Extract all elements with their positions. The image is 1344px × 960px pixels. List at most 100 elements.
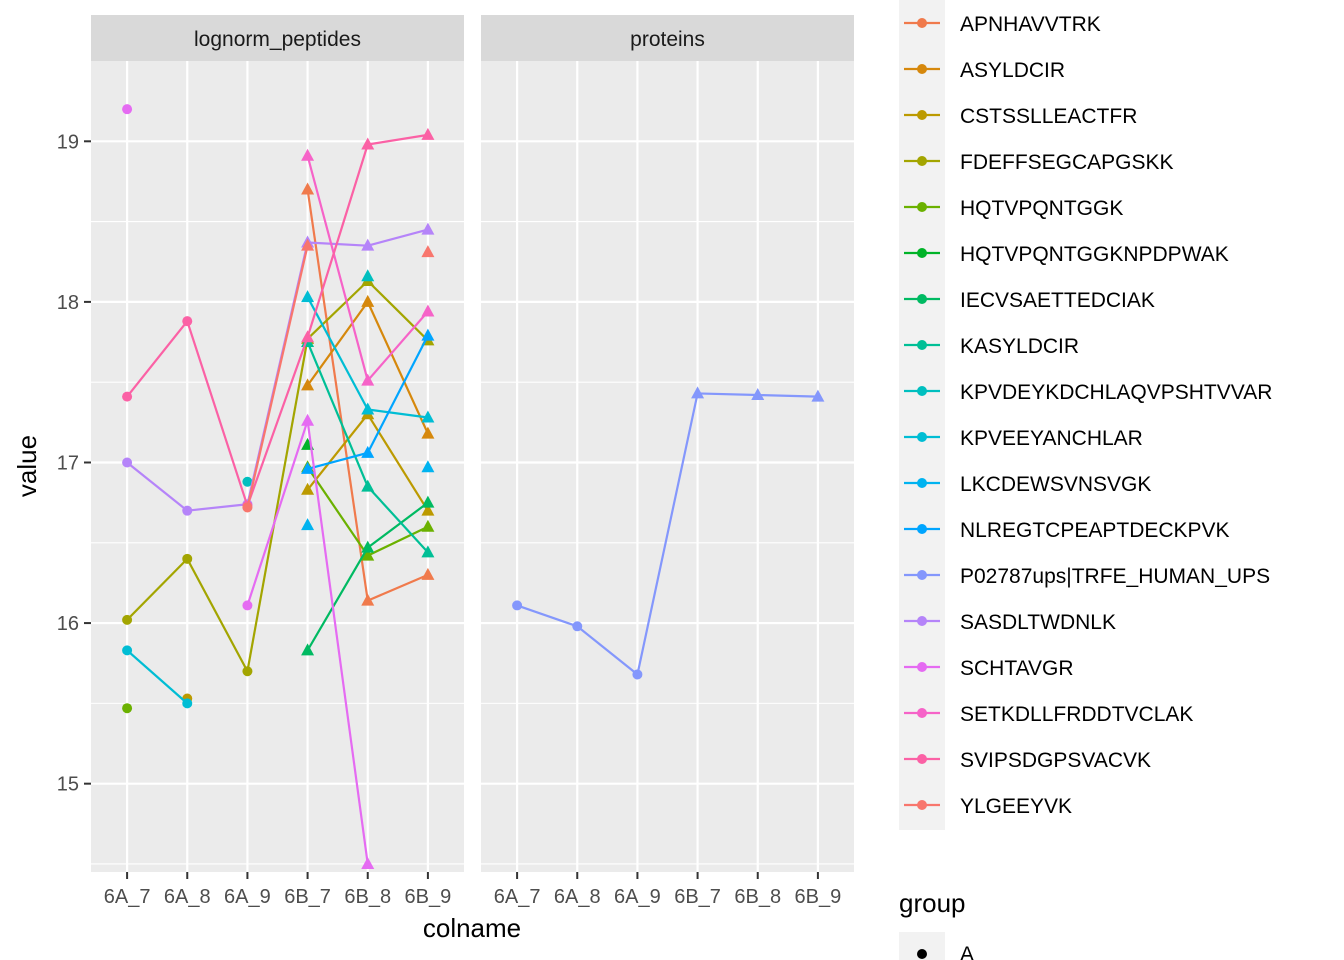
data-point-circle bbox=[242, 476, 253, 487]
data-point-triangle bbox=[361, 856, 375, 869]
y-tick-label: 16 bbox=[57, 613, 79, 635]
legend-key-point bbox=[917, 616, 927, 626]
data-point-triangle bbox=[361, 137, 375, 150]
series-line-segment bbox=[366, 301, 429, 435]
data-point-triangle bbox=[301, 238, 315, 251]
legend-label: LKCDEWSVNSVGK bbox=[960, 473, 1151, 496]
facet-strip bbox=[481, 15, 854, 61]
x-axis-title: colname bbox=[423, 913, 521, 943]
legend-key-point bbox=[917, 386, 927, 396]
x-tick-label: 6A_7 bbox=[104, 886, 151, 908]
series-line-segment bbox=[366, 310, 429, 382]
legend-key-point bbox=[917, 340, 927, 350]
series-line-segment bbox=[126, 461, 188, 512]
legend-key-point bbox=[917, 248, 927, 258]
facet-panel-proteins: proteins bbox=[481, 15, 854, 872]
data-point-triangle bbox=[421, 245, 435, 258]
data-point-circle bbox=[122, 645, 133, 656]
panels-layer: lognorm_peptides proteins bbox=[91, 15, 854, 872]
legend-item: NLREGTCPEAPTDECKPVK bbox=[904, 519, 1230, 542]
legend-item: HQTVPQNTGGK bbox=[904, 197, 1123, 220]
x-tick-label: 6A_9 bbox=[224, 886, 271, 908]
x-tick-label: 6B_8 bbox=[734, 886, 781, 908]
series-kpvdeykdchlaqvpshtvvar bbox=[242, 269, 375, 487]
series-kpveeyanchlar bbox=[122, 290, 435, 709]
legend-label: KPVDEYKDCHLAQVPSHTVVAR bbox=[960, 381, 1272, 404]
series-setkdllfrddtvclak bbox=[301, 148, 435, 386]
series-line-segment bbox=[367, 525, 429, 557]
legend-item: HQTVPQNTGGKNPDPWAK bbox=[904, 243, 1229, 266]
data-point-circle bbox=[182, 553, 193, 564]
series-p02787ups-trfe-human-ups bbox=[512, 386, 825, 680]
data-point-triangle bbox=[361, 593, 375, 606]
data-point-circle bbox=[182, 316, 193, 327]
x-tick-label: 6A_8 bbox=[164, 886, 211, 908]
data-point-circle bbox=[122, 703, 133, 714]
panel-background bbox=[481, 61, 854, 872]
data-point-triangle bbox=[421, 410, 435, 423]
series-line-segment bbox=[126, 649, 188, 705]
legend-label: CSTSSLLEACTFR bbox=[960, 105, 1137, 128]
legend-item: SASDLTWDNLK bbox=[904, 611, 1116, 634]
data-point-triangle bbox=[421, 222, 435, 235]
data-point-circle bbox=[242, 600, 253, 611]
series-line-segment bbox=[306, 301, 369, 387]
series-line-segment bbox=[366, 280, 429, 342]
facet-strip bbox=[91, 15, 464, 61]
legend-item: IECVSAETTEDCIAK bbox=[904, 289, 1155, 312]
series-nlregtcpeaptdeckpvk bbox=[301, 328, 435, 474]
data-point-circle bbox=[632, 669, 643, 680]
data-point-triangle bbox=[361, 445, 375, 458]
group-legend-title: group bbox=[899, 888, 966, 918]
data-point-triangle bbox=[421, 460, 435, 473]
series-line-segment bbox=[367, 228, 429, 247]
series-line-segment bbox=[306, 189, 369, 601]
data-point-circle bbox=[512, 600, 523, 611]
series-line-segment bbox=[367, 501, 429, 549]
legend-key-point bbox=[917, 110, 927, 120]
legend-item: FDEFFSEGCAPGSKK bbox=[904, 151, 1174, 174]
series-line-segment bbox=[246, 245, 309, 508]
legend-label: SCHTAVGR bbox=[960, 657, 1074, 680]
legend-item: KASYLDCIR bbox=[904, 335, 1079, 358]
series-line-segment bbox=[366, 485, 429, 554]
series-line-segment bbox=[246, 336, 309, 507]
series-line-segment bbox=[307, 451, 369, 470]
series-line-segment bbox=[367, 133, 429, 146]
legend-key-point bbox=[917, 18, 927, 28]
legend-key-point bbox=[917, 294, 927, 304]
legend-label: P02787ups|TRFE_HUMAN_UPS bbox=[960, 565, 1270, 588]
data-point-triangle bbox=[421, 519, 435, 532]
series-line-segment bbox=[636, 393, 699, 675]
legend-label: APNHAVVTRK bbox=[960, 13, 1101, 36]
legend-key-point bbox=[917, 754, 927, 764]
x-tick-label: 6B_8 bbox=[344, 886, 391, 908]
legend-label: ASYLDCIR bbox=[960, 59, 1065, 82]
legend-label: SASDLTWDNLK bbox=[960, 611, 1116, 634]
data-point-triangle bbox=[301, 290, 315, 303]
series-line-segment bbox=[757, 393, 818, 398]
series-hqtvpqntggk bbox=[122, 460, 435, 714]
data-point-triangle bbox=[751, 388, 765, 401]
legend-key-point bbox=[917, 524, 927, 534]
legend-item: SETKDLLFRDDTVCLAK bbox=[904, 703, 1193, 726]
x-axis: 6A_7 6A_8 6A_9 6B_7 6B_8 6B_9 6A_7 6A_8 6A_9 6B_7… bbox=[104, 872, 841, 908]
legend-key-background bbox=[899, 0, 945, 830]
data-point-circle bbox=[242, 666, 253, 677]
panel-background bbox=[91, 61, 464, 872]
facet-strip-label: proteins bbox=[630, 28, 705, 51]
data-point-triangle bbox=[361, 402, 375, 415]
x-tick-label: 6A_7 bbox=[494, 886, 541, 908]
group-legend-label: A bbox=[960, 943, 974, 960]
y-tick-label: 17 bbox=[57, 452, 79, 474]
series-line-segment bbox=[306, 144, 369, 338]
legend-item: LKCDEWSVNSVGK bbox=[904, 473, 1151, 496]
series-iecvsaettedciak bbox=[301, 495, 435, 656]
legend-label: FDEFFSEGCAPGSKK bbox=[960, 151, 1174, 174]
series-schtavgr bbox=[122, 104, 375, 869]
legend-item: CSTSSLLEACTFR bbox=[904, 105, 1137, 128]
data-point-triangle bbox=[421, 503, 435, 516]
series-ylgeeyvk bbox=[242, 238, 435, 513]
data-point-triangle bbox=[301, 461, 315, 474]
